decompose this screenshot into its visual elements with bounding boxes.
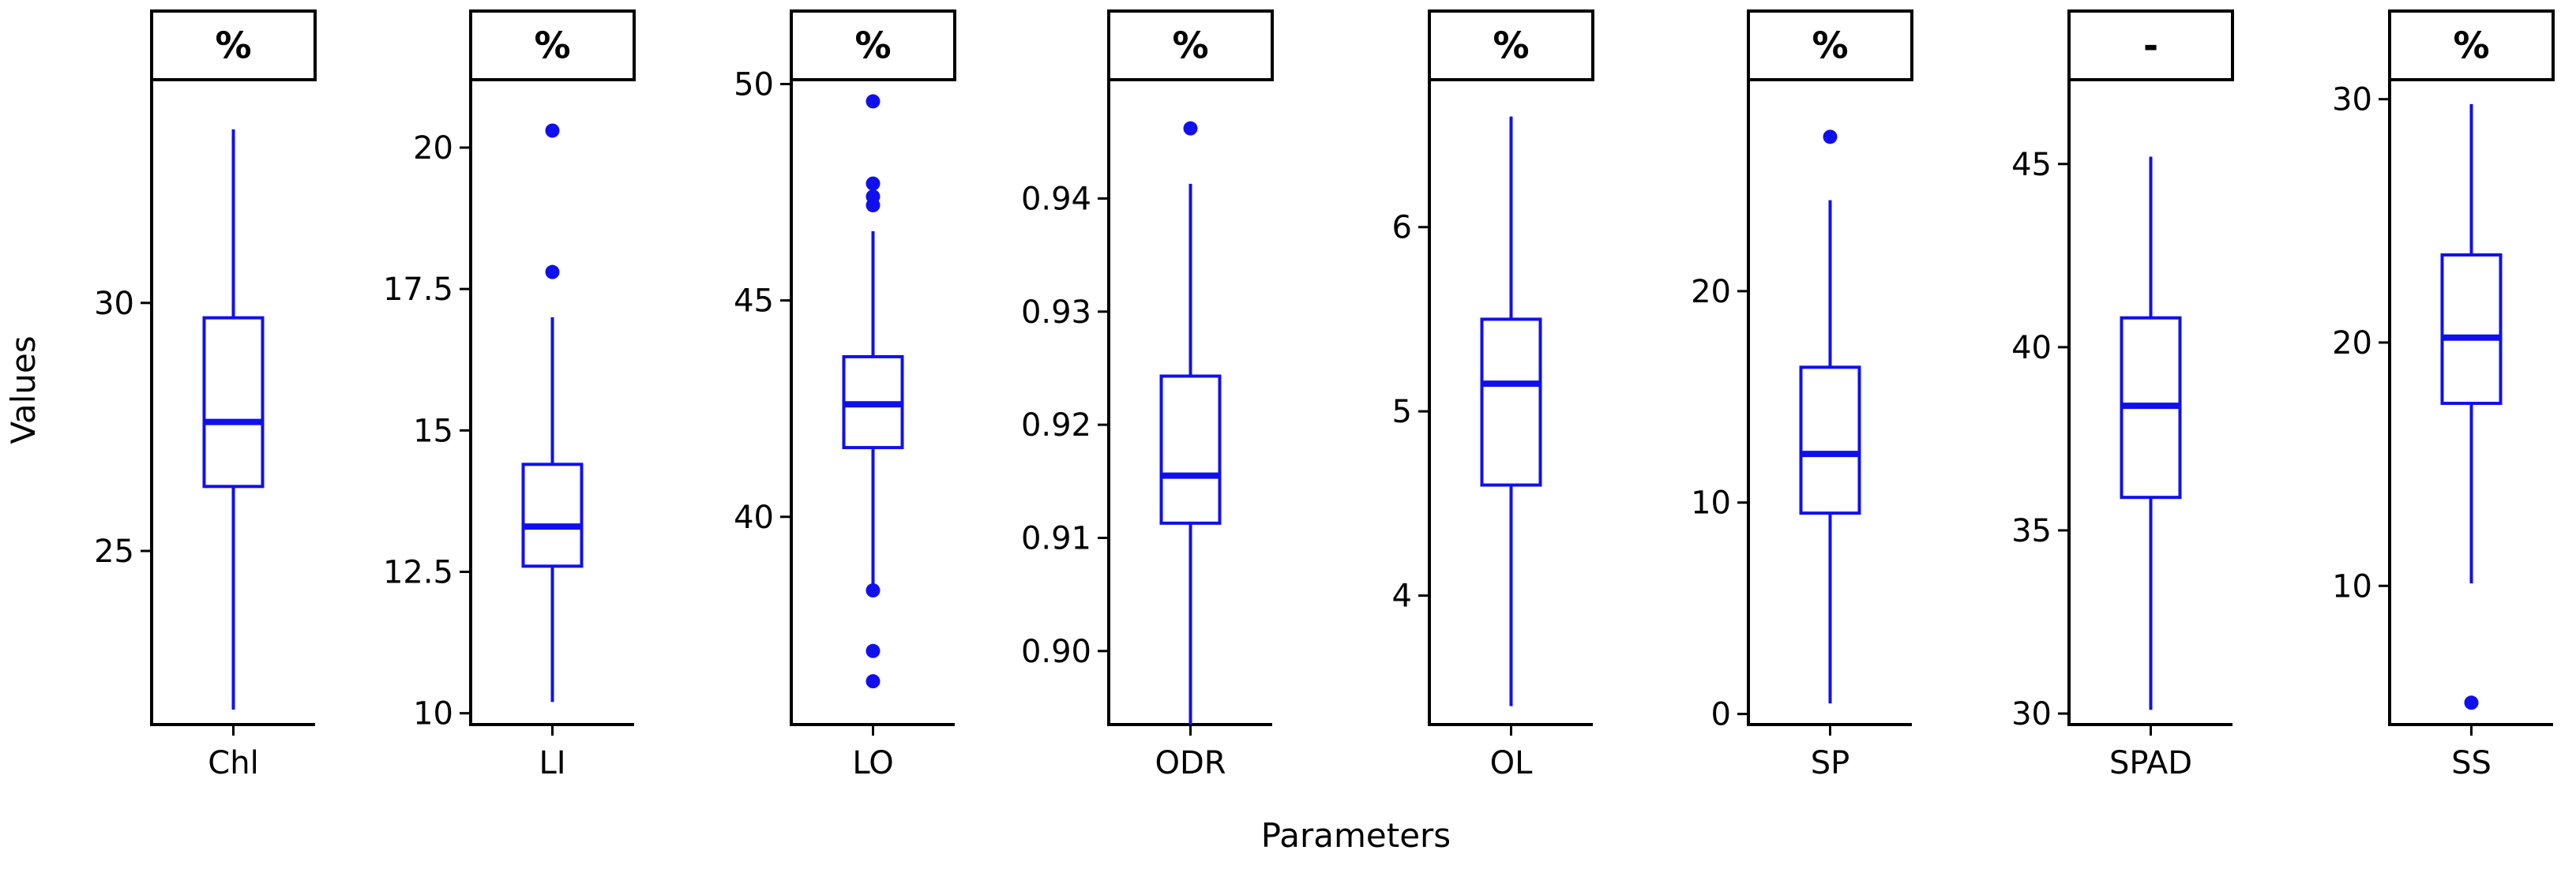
iqr-box: [1799, 365, 1861, 515]
y-tick-label: 0.90: [1021, 634, 1091, 670]
panels-group: %2530Chl%1012.51517.520LI%404550LO%0.900…: [94, 9, 2555, 781]
strip-label-unit: -: [2143, 24, 2158, 67]
y-tick-label: 30: [94, 286, 134, 322]
outlier-point: [2464, 695, 2479, 710]
outlier-point: [1183, 121, 1198, 136]
x-tick-label: LO: [852, 745, 893, 781]
y-tick-label: 30: [2011, 696, 2052, 732]
outlier-point: [866, 189, 881, 204]
panel-sp: % 0 10 20 SP: [1691, 9, 1913, 781]
strip-header: [150, 9, 317, 81]
iqr-box: [1159, 374, 1222, 525]
y-tick-label: 45: [734, 283, 774, 320]
strip-header: [2388, 9, 2555, 81]
strip-label-unit: %: [2453, 24, 2489, 67]
strip-label-unit: %: [1493, 24, 1529, 67]
outlier-point: [545, 123, 560, 138]
iqr-box: [1480, 317, 1542, 487]
y-tick-label: 12.5: [383, 555, 453, 591]
strip-header: [2067, 9, 2234, 81]
panel-chl: % 25 30 Chl: [94, 9, 317, 781]
x-tick-label: SS: [2451, 745, 2492, 781]
panel-ss: % 10 20 30 SS: [2332, 9, 2555, 781]
y-tick-label: 30: [2332, 82, 2372, 118]
y-tick-label: 0.91: [1021, 521, 1091, 557]
y-tick-label: 35: [2011, 513, 2052, 549]
outlier-point: [866, 94, 881, 109]
y-tick-label: 45: [2011, 147, 2052, 183]
outlier-point: [866, 643, 881, 658]
iqr-box: [521, 463, 584, 568]
x-tick-label: LI: [539, 745, 565, 781]
panel-lo: % 40 45 50 LO: [734, 9, 956, 781]
outlier-point: [866, 176, 881, 191]
x-tick-label: ODR: [1155, 745, 1226, 781]
strip-header: [469, 9, 636, 81]
x-tick-label: OL: [1490, 745, 1533, 781]
strip-label-unit: %: [854, 24, 891, 67]
y-axis-title: Values: [4, 335, 43, 444]
panel-spad: - 30 35 40 45 SPAD: [2011, 9, 2234, 781]
y-tick-label: 25: [94, 534, 134, 570]
y-tick-label: 17.5: [383, 272, 453, 308]
x-tick-label: SP: [1811, 745, 1850, 781]
outlier-point: [1823, 129, 1838, 144]
y-tick-label: 20: [413, 130, 453, 167]
strip-label-unit: %: [1172, 24, 1208, 67]
y-tick-label: 0.93: [1021, 294, 1091, 331]
y-tick-label: 20: [2332, 325, 2372, 361]
outlier-point: [866, 674, 881, 689]
y-tick-label: 50: [734, 66, 774, 103]
strip-header: [1107, 9, 1274, 81]
panel-li: % 10 12.5 15 17.5 20 LI: [383, 9, 636, 781]
y-tick-label: 10: [2332, 568, 2372, 605]
y-tick-label: 0.94: [1021, 182, 1091, 218]
y-tick-label: 0.92: [1021, 407, 1091, 444]
y-tick-label: 5: [1392, 394, 1412, 430]
y-tick-label: 40: [734, 500, 774, 536]
panel-odr: % 0.90 0.91 0.92 0.93 0.94 ODR: [1021, 9, 1274, 781]
strip-header: [1747, 9, 1913, 81]
y-tick-label: 6: [1392, 210, 1412, 246]
x-tick-label: Chl: [208, 745, 258, 781]
panel-ol: % 4 5 6 OL: [1392, 9, 1594, 781]
strip-header: [1428, 9, 1594, 81]
y-tick-label: 0: [1711, 697, 1731, 733]
y-tick-label: 15: [413, 413, 453, 449]
y-tick-label: 20: [1691, 274, 1731, 310]
y-tick-label: 40: [2011, 330, 2052, 366]
y-tick-label: 10: [1691, 485, 1731, 522]
iqr-box: [202, 316, 265, 489]
outlier-point: [545, 264, 560, 279]
y-tick-label: 4: [1392, 579, 1412, 615]
iqr-box: [2440, 253, 2503, 406]
strip-label-unit: %: [215, 24, 251, 67]
strip-header: [790, 9, 956, 81]
y-tick-label: 10: [413, 696, 453, 732]
strip-label-unit: %: [534, 24, 570, 67]
strip-label-unit: %: [1812, 24, 1848, 67]
outlier-point: [866, 583, 881, 598]
x-tick-label: SPAD: [2109, 745, 2192, 781]
x-axis-title: Parameters: [1261, 816, 1451, 855]
